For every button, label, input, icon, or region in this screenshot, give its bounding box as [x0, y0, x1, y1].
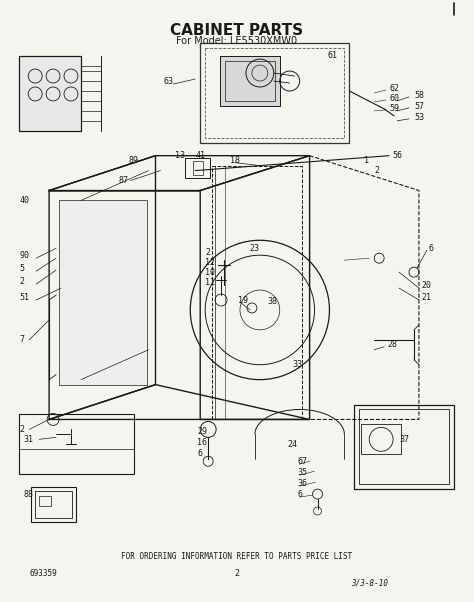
Bar [59, 200, 146, 385]
Text: 2: 2 [235, 569, 239, 578]
Text: 62: 62 [389, 84, 399, 93]
Text: 3/3-8-10: 3/3-8-10 [351, 579, 388, 588]
Text: 33: 33 [292, 360, 303, 369]
Bar [225, 61, 275, 101]
Text: 16: 16 [197, 438, 207, 447]
Bar [193, 161, 203, 175]
Bar [19, 56, 81, 131]
Bar [220, 56, 280, 106]
Text: 1: 1 [364, 156, 369, 165]
Text: 57: 57 [414, 102, 424, 111]
Text: 38: 38 [268, 297, 278, 306]
Bar [19, 414, 134, 474]
Text: 19: 19 [238, 296, 248, 305]
Text: 12: 12 [205, 258, 215, 267]
Text: 2: 2 [19, 276, 24, 285]
Bar [212, 166, 301, 420]
Text: 7: 7 [19, 335, 24, 344]
Text: 2: 2 [19, 425, 24, 434]
Text: 88: 88 [23, 489, 33, 498]
Bar [205, 48, 345, 138]
Text: 11: 11 [205, 278, 215, 287]
Text: CABINET PARTS: CABINET PARTS [171, 23, 303, 39]
Text: 60: 60 [389, 95, 399, 104]
Text: 5: 5 [19, 264, 24, 273]
Text: 28: 28 [387, 340, 397, 349]
Bar [39, 496, 51, 506]
Bar [185, 158, 210, 178]
Text: 6: 6 [429, 244, 434, 253]
Text: For Model: LE5530XMW0: For Model: LE5530XMW0 [176, 36, 298, 46]
Text: 35: 35 [298, 468, 308, 477]
Text: 41: 41 [195, 151, 205, 160]
Bar [361, 424, 401, 455]
Text: 6: 6 [298, 489, 302, 498]
Text: 6: 6 [197, 449, 202, 458]
Text: 61: 61 [328, 51, 337, 60]
Text: 24: 24 [288, 440, 298, 449]
Text: 59: 59 [389, 104, 399, 113]
Text: 13: 13 [175, 151, 185, 160]
Text: 89: 89 [128, 156, 138, 165]
Text: 23: 23 [250, 244, 260, 253]
Text: 51: 51 [19, 293, 29, 302]
Bar [200, 43, 349, 143]
Text: 58: 58 [414, 92, 424, 101]
Text: 36: 36 [298, 479, 308, 488]
Text: 18: 18 [230, 156, 240, 165]
Text: 693359: 693359 [29, 569, 57, 578]
Bar [35, 491, 72, 518]
Text: 40: 40 [19, 196, 29, 205]
Text: 31: 31 [23, 435, 33, 444]
Bar [354, 405, 454, 489]
Text: 56: 56 [392, 151, 402, 160]
Text: FOR ORDERING INFORMATION REFER TO PARTS PRICE LIST: FOR ORDERING INFORMATION REFER TO PARTS … [121, 552, 353, 561]
Text: 90: 90 [19, 250, 29, 259]
Text: 21: 21 [422, 293, 432, 302]
Bar [359, 409, 449, 484]
Text: 67: 67 [298, 457, 308, 466]
Text: 63: 63 [164, 76, 173, 85]
Text: 10: 10 [205, 268, 215, 277]
Text: 53: 53 [414, 113, 424, 122]
Bar [31, 487, 76, 522]
Text: 20: 20 [422, 281, 432, 290]
Text: 29: 29 [197, 427, 207, 436]
Text: 37: 37 [399, 435, 409, 444]
Text: 87: 87 [118, 176, 129, 185]
Text: 2: 2 [374, 166, 379, 175]
Text: 2: 2 [205, 248, 210, 256]
